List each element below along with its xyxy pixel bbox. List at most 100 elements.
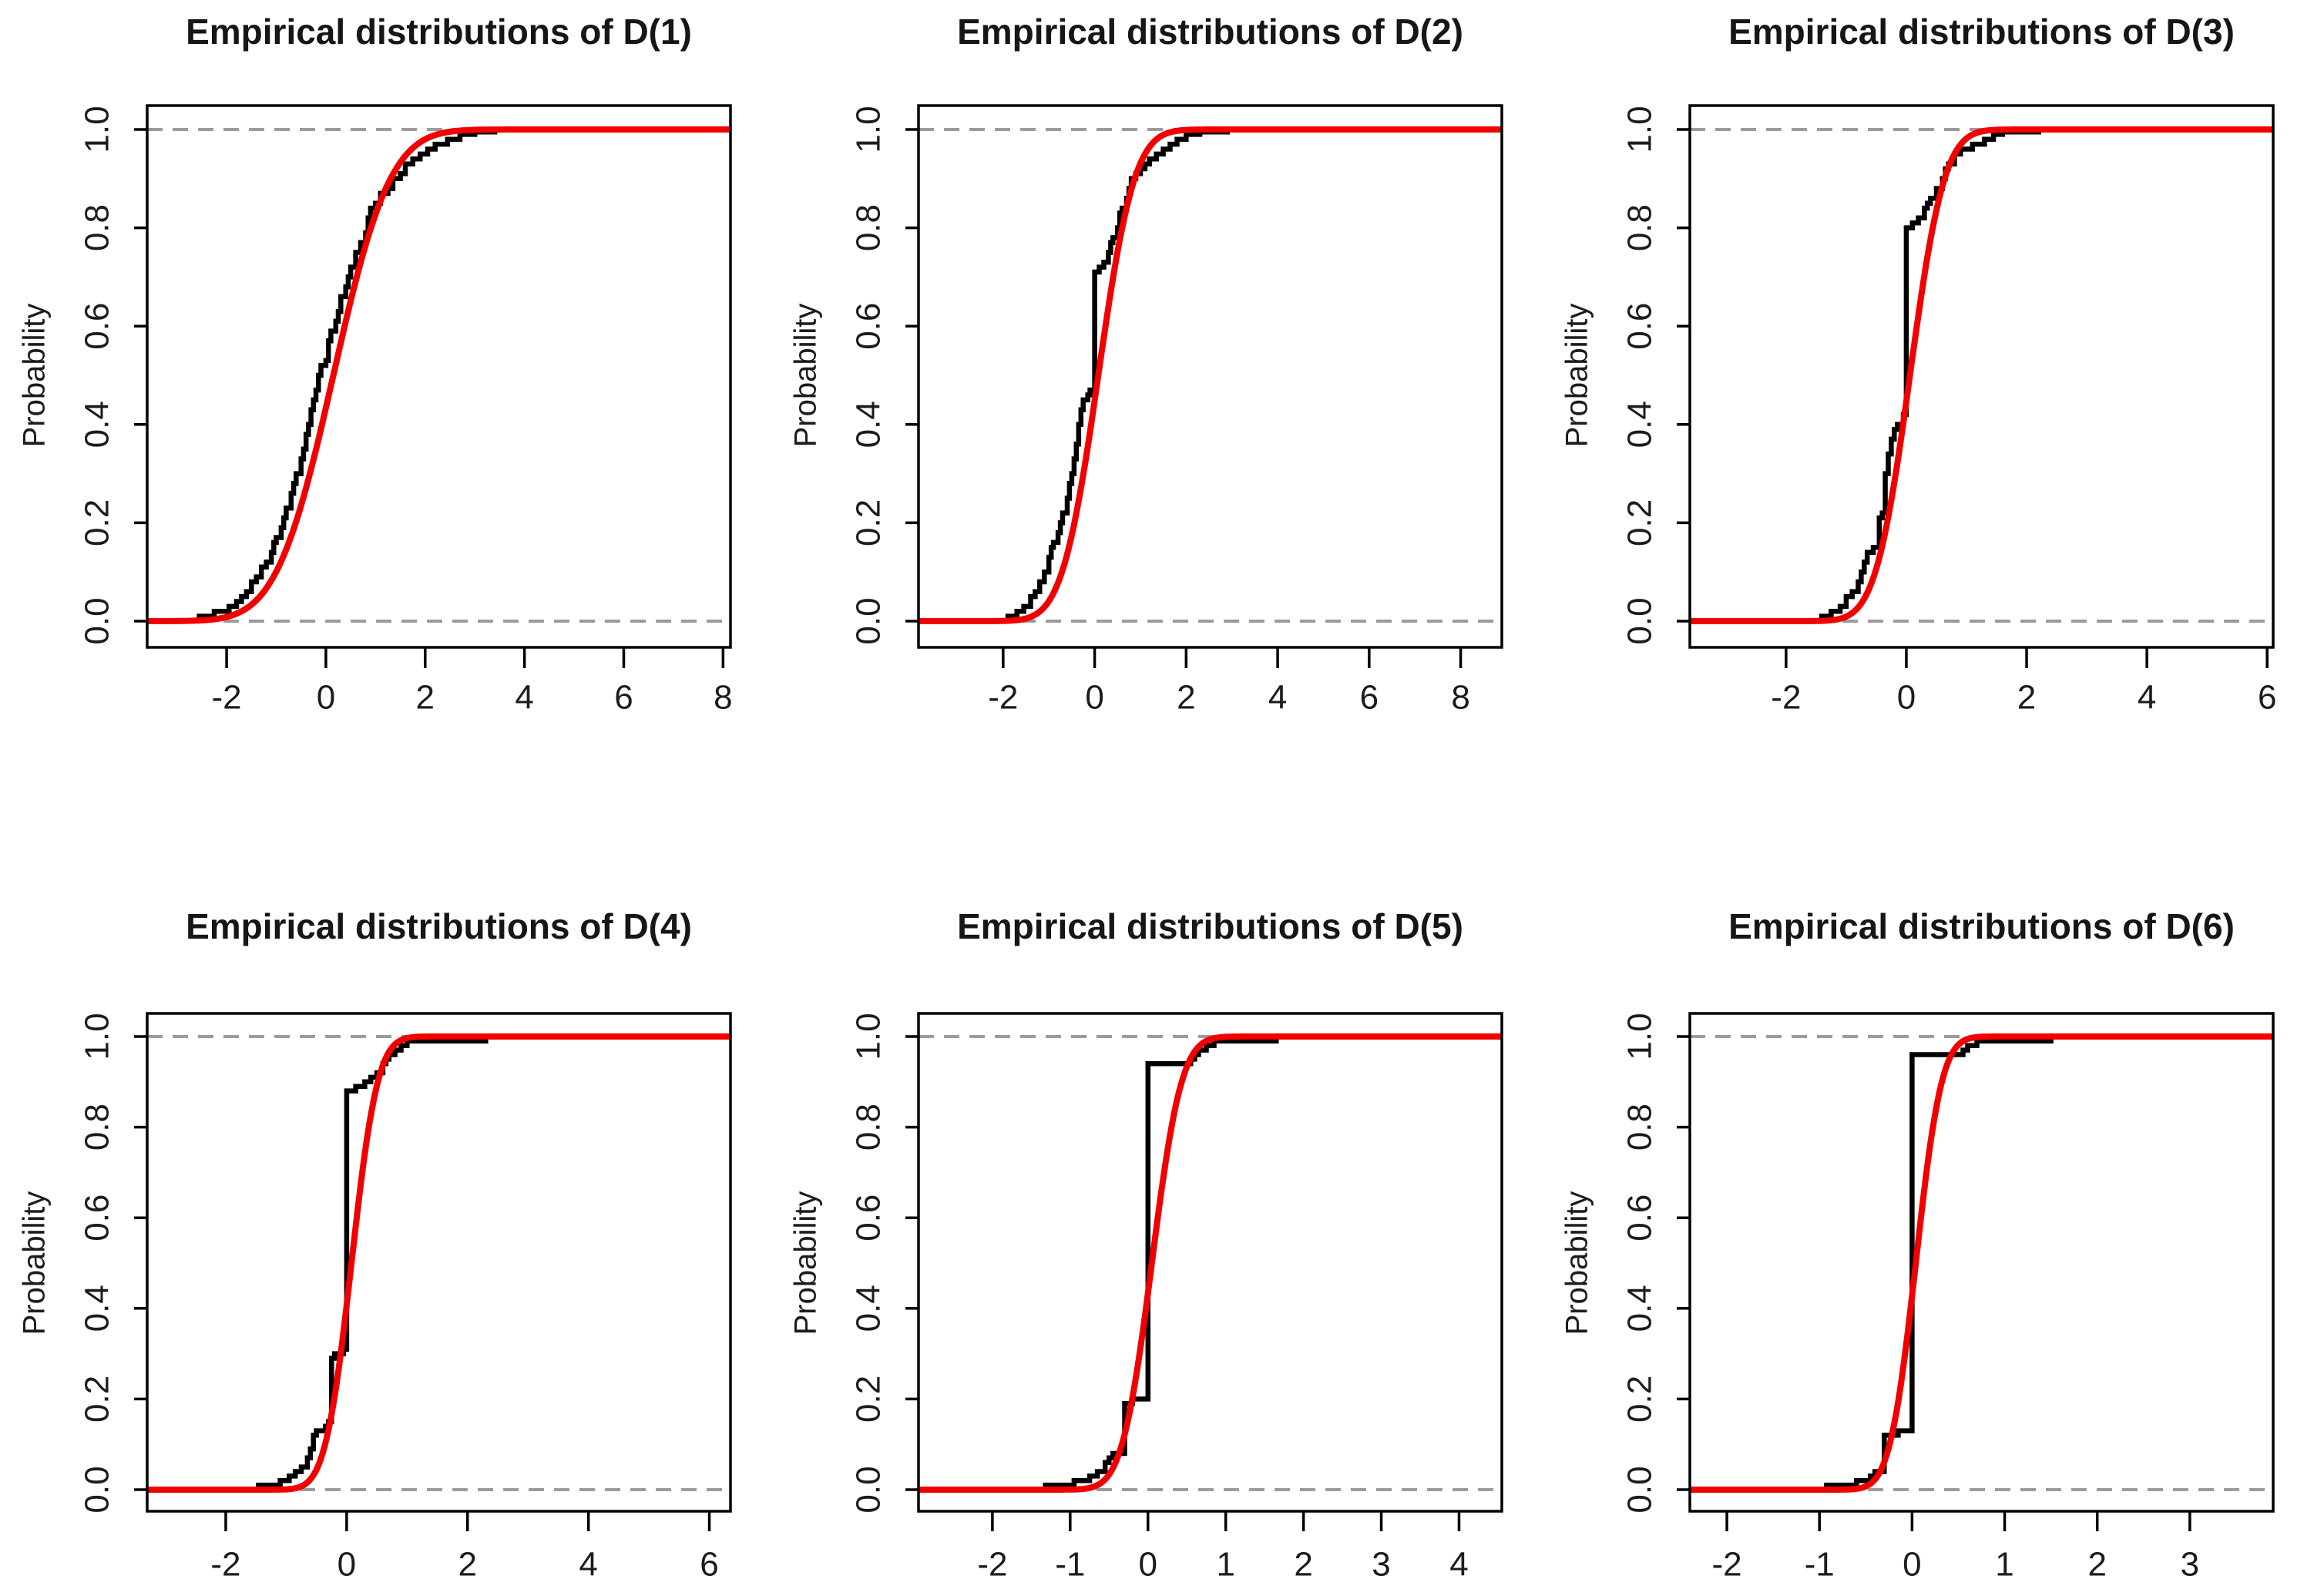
y-tick-label: 0.0	[850, 1466, 888, 1513]
y-tick-label: 0.0	[1621, 1466, 1659, 1513]
y-axis-label: Probability	[17, 303, 52, 448]
x-tick-label: 0	[1897, 679, 1916, 717]
ecdf-chart-d6: -2 -1 0 1 2 3 0.0 0.2 0.4 0.6 0.8 1.0	[1621, 1012, 2275, 1584]
x-tick-label: 2	[2087, 1546, 2106, 1584]
plot-box	[146, 1012, 732, 1513]
y-tick-label: 0.2	[1621, 499, 1659, 546]
y-tick-label: 0.0	[1621, 597, 1659, 644]
x-tick-label: 6	[614, 679, 633, 717]
y-tick-label: 0.8	[79, 204, 116, 251]
y-tick-label: 0.6	[1621, 1194, 1659, 1242]
subplot-d4: -2 0 2 4 6 0.0 0.2 0.4 0.6 0.8 1.0 Empirical distr…	[0, 798, 771, 1596]
y-tick-label: 0.4	[1621, 1285, 1659, 1332]
ecdf-chart-d2: -2 0 2 4 6 8 0.0 0.2 0.4 0.6 0.8 1.0	[850, 104, 1503, 717]
subplot-d1: -2 0 2 4 6 8 0.0 0.2 0.4 0.6 0.8 1.0 Empirical dist…	[0, 0, 771, 798]
x-tick-label: -2	[988, 679, 1018, 717]
plot-title: Empirical distributions of D(3)	[1728, 12, 2235, 52]
plot-box	[146, 104, 732, 649]
y-tick-label: 0.4	[79, 401, 116, 448]
x-tick-label: 4	[1449, 1546, 1468, 1584]
x-tick-label: 0	[1085, 679, 1103, 717]
ecdf-chart-d5: -2 -1 0 1 2 3 4 0.0 0.2 0.4 0.6 0.8 1.0	[850, 1012, 1503, 1584]
x-tick-label: -2	[212, 679, 242, 717]
x-tick-label: -2	[977, 1546, 1007, 1584]
y-axis-label: Probability	[17, 1191, 52, 1336]
y-tick-label: 0.8	[1621, 204, 1659, 251]
ecdf-chart-d1: -2 0 2 4 6 8 0.0 0.2 0.4 0.6 0.8 1.0	[79, 104, 733, 717]
plot-title: Empirical distributions of D(2)	[957, 12, 1463, 52]
x-tick-label: 4	[2138, 679, 2156, 717]
y-tick-label: 0.0	[850, 597, 888, 644]
subplot-d6: -2 -1 0 1 2 3 0.0 0.2 0.4 0.6 0.8 1.0 Empirical dis…	[1543, 798, 2314, 1596]
x-tick-label: 6	[1360, 679, 1379, 717]
empirical-cdf-line	[1043, 1037, 1279, 1488]
x-tick-label: 4	[515, 679, 533, 717]
empirical-cdf-line	[1824, 1037, 2054, 1488]
y-tick-label: 0.2	[79, 1376, 116, 1423]
y-tick-label: 0.8	[1621, 1104, 1659, 1151]
plot-box	[1688, 1012, 2275, 1513]
x-tick-label: 3	[1372, 1546, 1390, 1584]
x-tick-label: 4	[579, 1546, 597, 1584]
y-tick-label: 0.6	[850, 303, 888, 350]
subplot-d5: -2 -1 0 1 2 3 4 0.0 0.2 0.4 0.6 0.8 1.0 Empirical di…	[771, 798, 1543, 1596]
y-tick-label: 1.0	[850, 106, 888, 153]
x-tick-label: 2	[1177, 679, 1195, 717]
ecdf-chart-d4: -2 0 2 4 6 0.0 0.2 0.4 0.6 0.8 1.0	[79, 1012, 732, 1584]
plot-title: Empirical distributions of D(4)	[186, 906, 692, 946]
x-tick-label: -2	[210, 1546, 240, 1584]
y-axis-label: Probability	[788, 303, 823, 448]
y-axis-label: Probability	[1560, 1191, 1594, 1336]
y-tick-label: 0.2	[79, 499, 116, 546]
y-tick-label: 0.2	[850, 499, 888, 546]
y-tick-label: 1.0	[79, 106, 116, 153]
fitted-cdf-line	[147, 126, 730, 624]
x-tick-label: -2	[1771, 679, 1801, 717]
x-tick-label: 0	[1903, 1546, 1921, 1584]
x-tick-label: 6	[2258, 679, 2276, 717]
y-tick-label: 0.8	[850, 1104, 888, 1151]
x-tick-label: 1	[1216, 1546, 1234, 1584]
y-tick-label: 1.0	[79, 1013, 116, 1060]
x-tick-label: 6	[700, 1546, 718, 1584]
y-tick-label: 1.0	[850, 1013, 888, 1060]
x-tick-label: -1	[1805, 1546, 1835, 1584]
empirical-cdf-line	[1005, 129, 1231, 619]
y-tick-label: 0.0	[79, 1466, 116, 1513]
y-tick-label: 0.4	[1621, 401, 1659, 448]
plot-box	[1688, 104, 2275, 649]
y-tick-label: 0.4	[850, 401, 888, 448]
x-tick-label: 0	[1139, 1546, 1157, 1584]
y-tick-label: 0.8	[850, 204, 888, 251]
y-tick-label: 0.6	[850, 1194, 888, 1242]
x-tick-label: 0	[317, 679, 335, 717]
plot-box	[917, 104, 1503, 649]
y-tick-label: 1.0	[1621, 106, 1659, 153]
x-tick-label: 4	[1268, 679, 1287, 717]
ecdf-chart-d3: -2 0 2 4 6 0.0 0.2 0.4 0.6 0.8 1.0	[1621, 104, 2276, 717]
x-tick-label: 1	[1995, 1546, 2013, 1584]
fitted-cdf-line	[1690, 1033, 2273, 1493]
x-tick-label: 2	[2017, 679, 2036, 717]
y-axis-label: Probability	[788, 1191, 823, 1336]
x-tick-label: 0	[338, 1546, 356, 1584]
x-tick-label: -1	[1055, 1546, 1085, 1584]
y-tick-label: 0.2	[850, 1376, 888, 1423]
plot-title: Empirical distributions of D(1)	[186, 12, 692, 52]
plot-title: Empirical distributions of D(6)	[1728, 906, 2235, 946]
x-tick-label: 3	[2181, 1546, 2199, 1584]
x-tick-label: 8	[714, 679, 732, 717]
y-tick-label: 0.2	[1621, 1376, 1659, 1423]
x-tick-label: -2	[1712, 1546, 1742, 1584]
empirical-cdf-line	[196, 129, 498, 619]
y-tick-label: 0.0	[79, 597, 116, 644]
fitted-cdf-line	[919, 1033, 1502, 1493]
y-tick-label: 1.0	[1621, 1013, 1659, 1060]
y-tick-label: 0.8	[79, 1104, 116, 1151]
y-tick-label: 0.4	[850, 1285, 888, 1332]
fitted-cdf-line	[919, 126, 1502, 624]
y-tick-label: 0.6	[79, 1194, 116, 1242]
y-tick-label: 0.6	[1621, 303, 1659, 350]
x-tick-label: 2	[458, 1546, 477, 1584]
